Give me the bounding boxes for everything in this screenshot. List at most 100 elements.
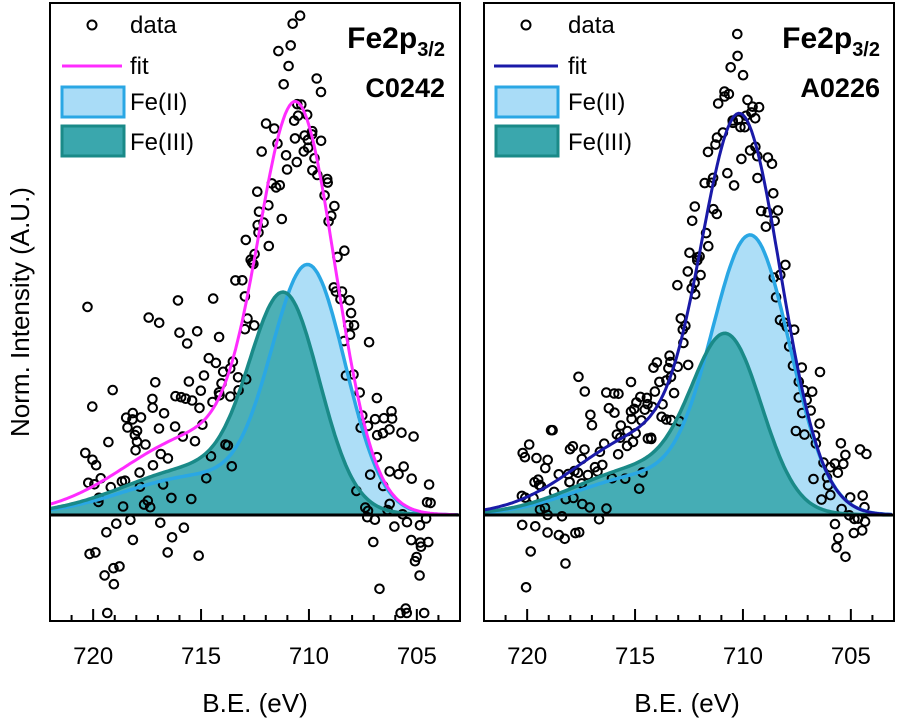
data-point bbox=[542, 527, 553, 538]
data-point bbox=[143, 312, 154, 323]
data-point bbox=[654, 376, 665, 388]
x-tick-label: 715 bbox=[181, 643, 221, 670]
data-point bbox=[344, 295, 355, 306]
data-point bbox=[386, 413, 398, 424]
data-point bbox=[760, 221, 772, 232]
panel-title-main: Fe2p bbox=[782, 22, 852, 55]
data-point bbox=[240, 234, 252, 246]
data-point bbox=[263, 240, 275, 252]
data-point bbox=[594, 446, 606, 458]
data-point bbox=[732, 28, 743, 40]
data-point bbox=[564, 443, 576, 455]
data-point bbox=[87, 401, 98, 412]
data-point bbox=[520, 582, 532, 593]
data-point bbox=[613, 388, 624, 400]
data-point bbox=[564, 476, 575, 488]
data-point bbox=[829, 518, 841, 530]
data-point bbox=[742, 94, 753, 106]
data-point bbox=[127, 407, 139, 419]
data-point bbox=[147, 460, 159, 471]
panel-title-sub: 3/2 bbox=[417, 39, 445, 61]
data-point bbox=[573, 527, 585, 538]
data-point bbox=[816, 494, 827, 505]
data-point bbox=[201, 473, 212, 484]
data-point bbox=[401, 516, 413, 528]
data-point bbox=[315, 135, 327, 147]
x-tick-label: 705 bbox=[397, 643, 437, 670]
data-point bbox=[368, 536, 379, 548]
data-point bbox=[205, 451, 217, 462]
data-point bbox=[749, 113, 761, 124]
data-point bbox=[166, 532, 178, 543]
data-point bbox=[230, 275, 241, 286]
data-point bbox=[625, 376, 637, 388]
legend-fit-label: fit bbox=[130, 53, 149, 80]
data-point bbox=[162, 547, 173, 558]
data-point bbox=[134, 467, 145, 478]
data-point bbox=[585, 409, 596, 421]
data-point bbox=[531, 452, 542, 464]
data-point bbox=[339, 245, 350, 256]
data-point bbox=[249, 320, 260, 331]
data-point bbox=[186, 493, 197, 505]
data-point bbox=[239, 291, 251, 302]
data-point bbox=[840, 551, 851, 563]
data-point bbox=[406, 534, 417, 546]
data-point bbox=[198, 370, 210, 381]
data-point bbox=[384, 424, 395, 435]
data-point bbox=[226, 461, 238, 472]
data-point bbox=[612, 449, 624, 460]
legend-data-label: data bbox=[568, 12, 615, 39]
data-point bbox=[258, 217, 269, 228]
data-point bbox=[175, 391, 187, 403]
data-point bbox=[374, 583, 385, 595]
data-point bbox=[269, 123, 280, 134]
data-point bbox=[364, 469, 376, 481]
data-point bbox=[425, 497, 436, 509]
data-point bbox=[147, 393, 158, 405]
data-point bbox=[628, 403, 640, 415]
x-tick-label: 715 bbox=[615, 643, 655, 670]
data-point bbox=[423, 479, 435, 490]
data-point bbox=[735, 121, 746, 133]
data-point bbox=[597, 459, 608, 471]
legend: data fit Fe(II) Fe(III) bbox=[494, 12, 632, 158]
panel-title-sub: 3/2 bbox=[852, 39, 880, 61]
data-point bbox=[371, 392, 383, 404]
data-point bbox=[207, 293, 219, 304]
data-point bbox=[766, 158, 778, 170]
data-point bbox=[90, 547, 101, 558]
data-point bbox=[752, 172, 763, 184]
data-point bbox=[814, 418, 825, 430]
data-point bbox=[411, 551, 422, 563]
data-point bbox=[102, 607, 113, 619]
data-point bbox=[322, 177, 334, 188]
data-point bbox=[728, 180, 740, 191]
data-point bbox=[542, 454, 554, 466]
component-fills bbox=[484, 234, 892, 515]
data-point bbox=[203, 352, 215, 364]
x-tick-label: 710 bbox=[289, 643, 329, 670]
data-point bbox=[389, 521, 400, 532]
data-point bbox=[415, 541, 427, 553]
data-point bbox=[736, 153, 747, 165]
plot-frame bbox=[483, 2, 895, 622]
data-point bbox=[725, 62, 737, 73]
data-point bbox=[790, 425, 802, 437]
data-point bbox=[572, 467, 584, 479]
data-point bbox=[861, 448, 872, 460]
data-point bbox=[225, 391, 236, 402]
data-point bbox=[737, 69, 749, 81]
data-point bbox=[251, 186, 263, 197]
component-fill-feiii bbox=[484, 333, 892, 515]
data-point bbox=[626, 413, 637, 425]
sample-label: A0226 bbox=[800, 73, 880, 103]
data-point bbox=[172, 295, 184, 306]
data-point bbox=[150, 377, 161, 388]
data-point bbox=[260, 118, 272, 129]
data-point bbox=[755, 205, 767, 217]
data-point bbox=[699, 177, 711, 189]
data-point bbox=[609, 407, 620, 419]
data-point bbox=[525, 546, 537, 557]
x-ticks: 720 715 710 705 bbox=[70, 609, 440, 670]
